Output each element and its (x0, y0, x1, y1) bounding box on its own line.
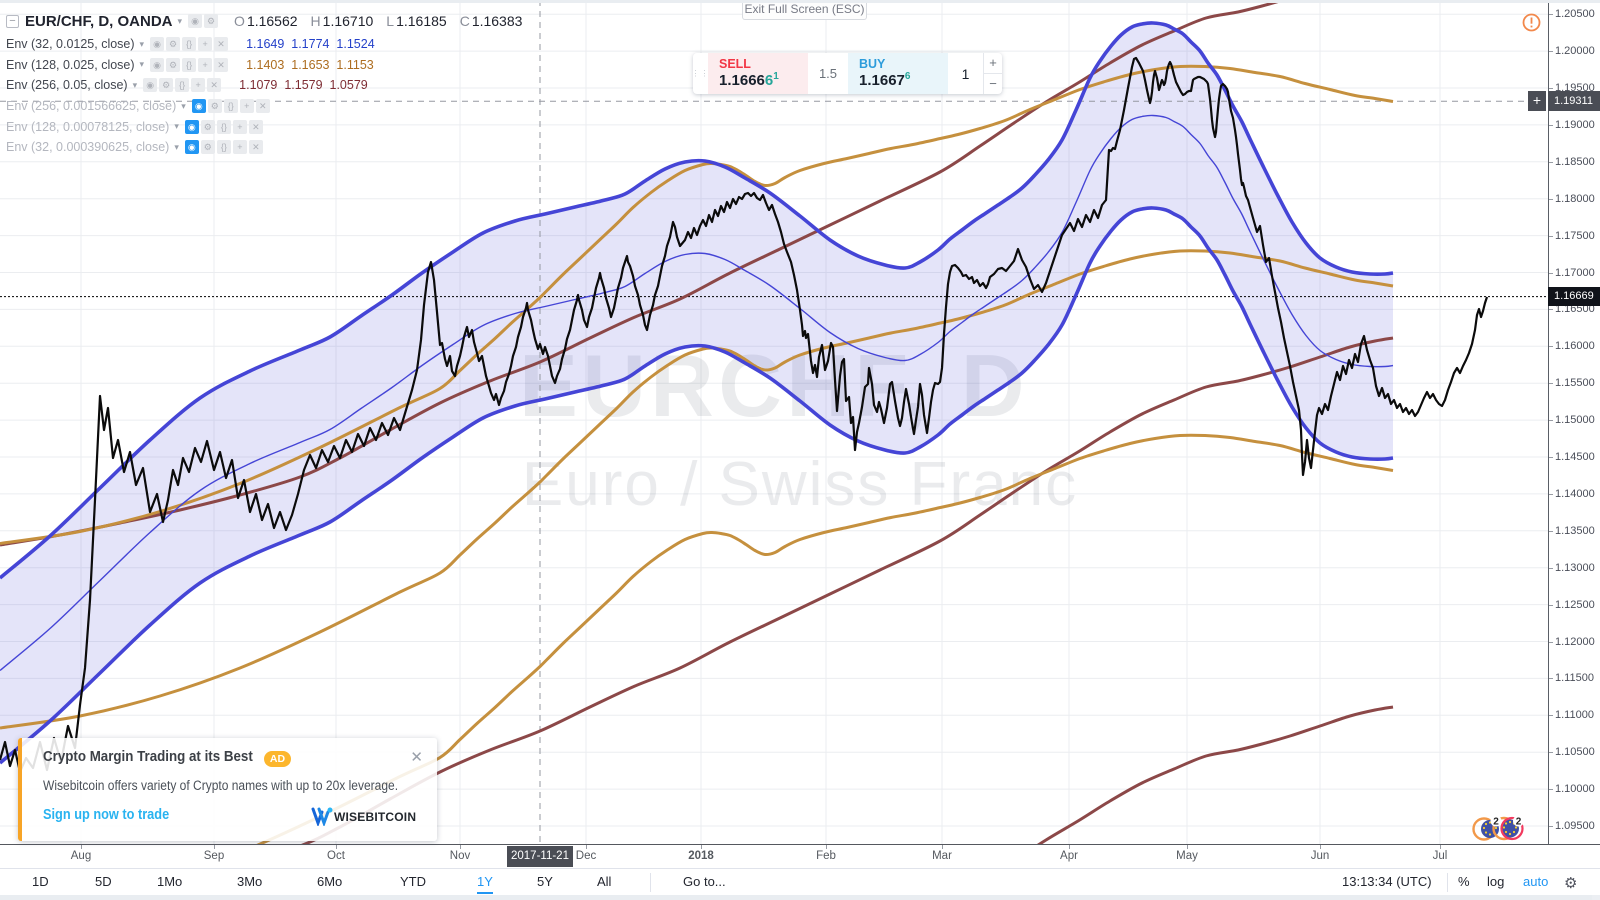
svg-text:WISEBITCOIN: WISEBITCOIN (334, 810, 416, 824)
svg-text:2: 2 (1493, 817, 1499, 828)
svg-text:Euro / Swiss Franc: Euro / Swiss Franc (522, 450, 1078, 519)
svg-text:2: 2 (1516, 817, 1522, 828)
